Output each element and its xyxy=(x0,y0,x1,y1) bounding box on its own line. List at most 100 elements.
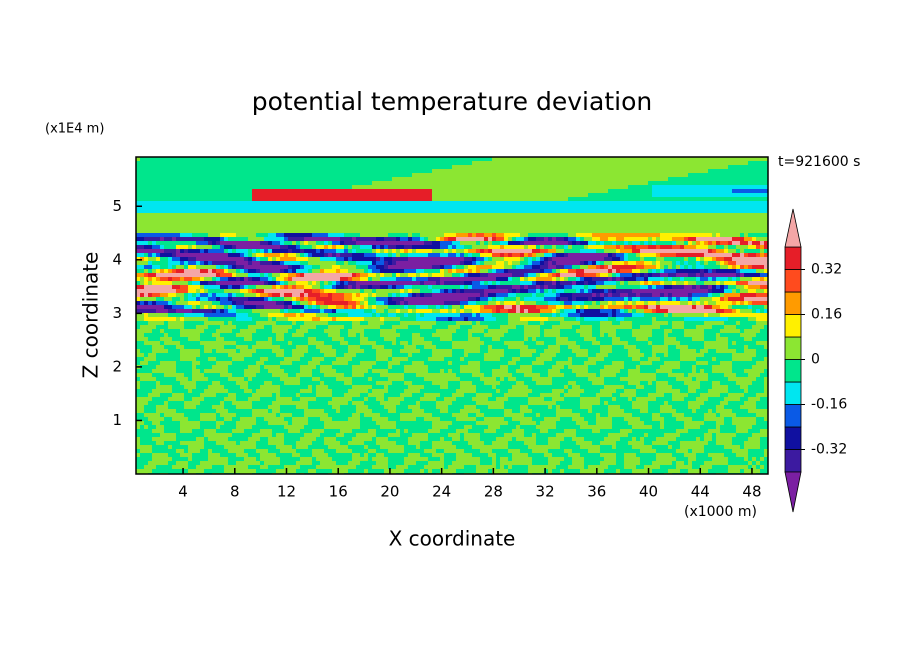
field-cell xyxy=(756,221,761,226)
field-cell xyxy=(212,209,217,214)
field-cell xyxy=(584,225,589,230)
field-cell xyxy=(348,157,353,162)
field-cell xyxy=(184,177,189,182)
field-cell xyxy=(724,253,729,258)
field-cell xyxy=(576,257,581,262)
field-cell xyxy=(272,177,277,182)
field-cell xyxy=(760,197,765,202)
field-cell xyxy=(372,205,377,210)
field-cell xyxy=(724,209,729,214)
field-cell xyxy=(236,241,241,246)
field-cell xyxy=(288,189,293,194)
field-cell xyxy=(400,253,405,258)
field-cell xyxy=(680,185,685,190)
field-cell xyxy=(576,181,581,186)
field-cell xyxy=(556,177,561,182)
field-cell xyxy=(512,193,517,198)
field-cell xyxy=(760,257,765,262)
field-cell xyxy=(308,221,313,226)
field-cell xyxy=(420,197,425,202)
field-cell xyxy=(156,257,161,262)
field-cell xyxy=(712,161,717,166)
field-cell xyxy=(324,181,329,186)
field-cell xyxy=(176,253,181,258)
field-cell xyxy=(664,221,669,226)
field-cell xyxy=(232,209,237,214)
field-cell xyxy=(408,201,413,206)
field-cell xyxy=(172,229,177,234)
field-cell xyxy=(204,193,209,198)
field-cell xyxy=(628,157,633,162)
field-cell xyxy=(652,189,657,194)
field-cell xyxy=(188,177,193,182)
field-cell xyxy=(456,165,461,170)
field-cell xyxy=(588,265,593,270)
field-cell xyxy=(140,225,145,230)
field-cell xyxy=(240,217,245,222)
field-cell xyxy=(660,197,665,202)
field-cell xyxy=(324,257,329,262)
field-cell xyxy=(680,273,685,278)
field-cell xyxy=(320,261,325,266)
field-cell xyxy=(704,181,709,186)
field-cell xyxy=(688,165,693,170)
field-cell xyxy=(152,261,157,266)
field-cell xyxy=(324,277,329,282)
field-cell xyxy=(348,257,353,262)
field-cell xyxy=(600,173,605,178)
field-cell xyxy=(752,237,757,242)
field-cell xyxy=(648,253,653,258)
field-cell xyxy=(392,205,397,210)
field-cell xyxy=(496,257,501,262)
field-cell xyxy=(176,257,181,262)
field-cell xyxy=(252,241,257,246)
field-cell xyxy=(392,185,397,190)
field-cell xyxy=(432,189,437,194)
field-cell xyxy=(280,217,285,222)
field-cell xyxy=(352,181,357,186)
field-cell xyxy=(476,205,481,210)
field-cell xyxy=(212,261,217,266)
field-cell xyxy=(404,197,409,202)
field-cell xyxy=(744,249,749,254)
field-cell xyxy=(552,233,557,238)
field-cell xyxy=(660,225,665,230)
field-cell xyxy=(400,197,405,202)
field-cell xyxy=(516,253,521,258)
field-cell xyxy=(476,221,481,226)
field-cell xyxy=(672,233,677,238)
field-cell xyxy=(156,273,161,278)
field-cell xyxy=(572,201,577,206)
field-cell xyxy=(648,249,653,254)
field-cell xyxy=(400,217,405,222)
field-cell xyxy=(476,185,481,190)
field-cell xyxy=(540,209,545,214)
field-cell xyxy=(384,265,389,270)
field-cell xyxy=(356,249,361,254)
field-cell xyxy=(292,245,297,250)
field-cell xyxy=(640,205,645,210)
field-cell xyxy=(628,177,633,182)
field-cell xyxy=(248,213,253,218)
field-cell xyxy=(312,201,317,206)
field-cell xyxy=(208,277,213,282)
field-cell xyxy=(224,241,229,246)
field-cell xyxy=(292,233,297,238)
field-cell xyxy=(616,233,621,238)
field-cell xyxy=(264,157,269,162)
field-cell xyxy=(372,217,377,222)
field-cell xyxy=(252,229,257,234)
field-cell xyxy=(556,157,561,162)
field-cell xyxy=(524,245,529,250)
field-cell xyxy=(612,213,617,218)
field-cell xyxy=(576,169,581,174)
field-cell xyxy=(604,269,609,274)
field-cell xyxy=(488,181,493,186)
field-cell xyxy=(492,237,497,242)
field-cell xyxy=(764,229,768,234)
field-cell xyxy=(172,237,177,242)
field-cell xyxy=(264,241,269,246)
field-cell xyxy=(688,213,693,218)
field-cell xyxy=(368,177,373,182)
field-cell xyxy=(564,249,569,254)
